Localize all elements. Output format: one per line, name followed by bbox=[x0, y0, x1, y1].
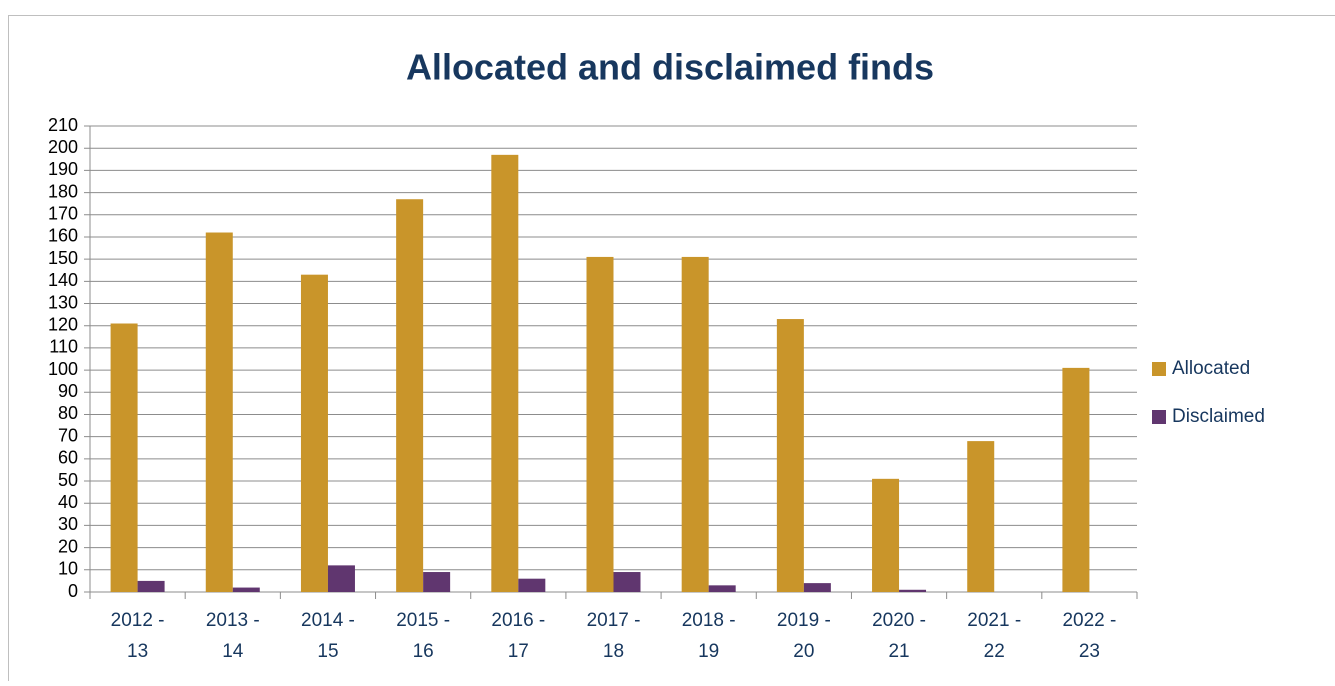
bar bbox=[301, 275, 328, 592]
bar bbox=[396, 199, 423, 592]
bar bbox=[777, 319, 804, 592]
chart-title: Allocated and disclaimed finds bbox=[406, 47, 934, 88]
y-tick-label: 180 bbox=[48, 181, 78, 201]
y-tick-label: 70 bbox=[58, 425, 78, 445]
y-tick-label: 190 bbox=[48, 159, 78, 179]
bar bbox=[491, 155, 518, 592]
legend-swatch bbox=[1152, 410, 1166, 424]
legend-label: Disclaimed bbox=[1172, 406, 1265, 427]
bar bbox=[967, 441, 994, 592]
bar bbox=[328, 565, 355, 592]
legend-label: Allocated bbox=[1172, 358, 1250, 379]
y-tick-label: 90 bbox=[58, 381, 78, 401]
legend-swatch bbox=[1152, 362, 1166, 376]
bar bbox=[709, 585, 736, 592]
bar bbox=[804, 583, 831, 592]
y-tick-label: 60 bbox=[58, 448, 78, 468]
y-tick-label: 20 bbox=[58, 536, 78, 556]
bar bbox=[682, 257, 709, 592]
bar bbox=[233, 588, 260, 592]
bar bbox=[614, 572, 641, 592]
y-tick-label: 50 bbox=[58, 470, 78, 490]
y-tick-label: 160 bbox=[48, 226, 78, 246]
bar bbox=[872, 479, 899, 592]
bar bbox=[1062, 368, 1089, 592]
y-tick-label: 120 bbox=[48, 314, 78, 334]
y-tick-label: 100 bbox=[48, 359, 78, 379]
bar bbox=[518, 579, 545, 592]
bar bbox=[138, 581, 165, 592]
y-tick-label: 170 bbox=[48, 204, 78, 224]
y-tick-label: 40 bbox=[58, 492, 78, 512]
y-tick-label: 210 bbox=[48, 115, 78, 135]
bar bbox=[206, 233, 233, 592]
bar bbox=[423, 572, 450, 592]
bar bbox=[899, 590, 926, 592]
y-tick-label: 0 bbox=[68, 581, 78, 601]
y-tick-label: 200 bbox=[48, 137, 78, 157]
bar bbox=[111, 323, 138, 592]
y-tick-label: 130 bbox=[48, 292, 78, 312]
y-tick-label: 110 bbox=[49, 337, 78, 357]
y-tick-label: 150 bbox=[48, 248, 78, 268]
y-tick-label: 140 bbox=[48, 270, 78, 290]
bar bbox=[587, 257, 614, 592]
y-tick-label: 80 bbox=[58, 403, 78, 423]
y-tick-label: 10 bbox=[58, 559, 78, 579]
y-tick-label: 30 bbox=[58, 514, 78, 534]
